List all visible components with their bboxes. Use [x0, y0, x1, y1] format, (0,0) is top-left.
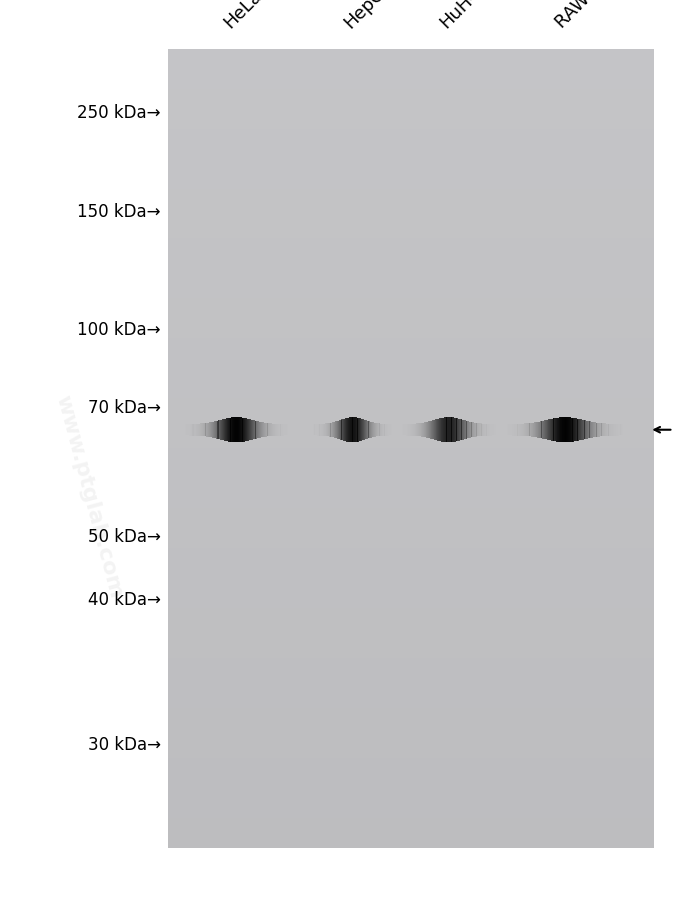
Bar — [168, 309, 654, 319]
Bar — [168, 359, 654, 369]
Bar — [168, 688, 654, 698]
Bar — [168, 289, 654, 299]
Bar — [168, 339, 654, 349]
Bar — [168, 129, 654, 140]
Bar — [168, 509, 654, 519]
Bar — [168, 459, 654, 469]
Bar — [168, 619, 654, 629]
Bar — [168, 170, 654, 179]
Bar — [168, 609, 654, 619]
Bar — [168, 219, 654, 229]
Bar — [168, 299, 654, 309]
Bar — [168, 369, 654, 379]
Text: 40 kDa→: 40 kDa→ — [88, 591, 161, 609]
Bar — [168, 319, 654, 329]
Bar — [168, 179, 654, 189]
Bar — [168, 109, 654, 119]
Bar — [168, 818, 654, 828]
Bar — [168, 718, 654, 728]
Text: 100 kDa→: 100 kDa→ — [77, 320, 161, 338]
Text: www.ptglab.com: www.ptglab.com — [52, 392, 126, 600]
Bar — [168, 798, 654, 808]
Bar — [168, 568, 654, 578]
Bar — [168, 548, 654, 558]
Bar — [168, 649, 654, 658]
Bar — [168, 469, 654, 479]
Bar — [168, 249, 654, 259]
Text: HeLa: HeLa — [220, 0, 265, 32]
Bar — [168, 209, 654, 219]
Bar — [168, 598, 654, 608]
Bar — [168, 778, 654, 788]
Text: 50 kDa→: 50 kDa→ — [88, 528, 161, 546]
Bar — [168, 808, 654, 818]
Bar — [168, 449, 654, 459]
Bar — [168, 419, 654, 428]
Bar — [168, 738, 654, 748]
Bar — [168, 678, 654, 688]
Bar — [168, 239, 654, 249]
Bar — [168, 828, 654, 838]
Bar — [168, 279, 654, 289]
Bar — [168, 379, 654, 389]
Bar — [168, 199, 654, 209]
Bar — [168, 69, 654, 79]
Text: 70 kDa→: 70 kDa→ — [88, 399, 161, 417]
Bar — [168, 150, 654, 160]
Bar — [168, 489, 654, 499]
Bar — [168, 588, 654, 598]
Bar — [168, 578, 654, 588]
Bar — [168, 89, 654, 99]
Bar — [168, 788, 654, 798]
Bar — [168, 428, 654, 438]
Bar — [168, 409, 654, 419]
Text: HuH-7: HuH-7 — [436, 0, 488, 32]
Bar — [168, 438, 654, 449]
Bar — [168, 519, 654, 529]
Bar — [168, 189, 654, 199]
Bar — [168, 629, 654, 639]
Text: HepG2: HepG2 — [340, 0, 396, 32]
Bar — [168, 269, 654, 279]
Bar — [168, 329, 654, 339]
Bar — [168, 538, 654, 548]
Bar — [168, 389, 654, 399]
Bar — [168, 499, 654, 509]
Bar — [168, 758, 654, 768]
Bar — [168, 698, 654, 708]
Bar — [168, 728, 654, 738]
Text: 150 kDa→: 150 kDa→ — [77, 203, 161, 221]
Bar — [168, 748, 654, 758]
Bar — [168, 768, 654, 778]
Bar — [168, 639, 654, 649]
Bar — [168, 50, 654, 60]
Text: 30 kDa→: 30 kDa→ — [88, 735, 161, 753]
Bar — [168, 558, 654, 568]
Bar — [168, 99, 654, 109]
Bar — [168, 160, 654, 170]
Text: 250 kDa→: 250 kDa→ — [77, 104, 161, 122]
Bar — [168, 668, 654, 678]
Bar — [168, 479, 654, 489]
Bar — [168, 708, 654, 718]
Text: RAW 264.7: RAW 264.7 — [552, 0, 634, 32]
Bar — [168, 259, 654, 269]
Bar — [168, 140, 654, 150]
Bar — [168, 838, 654, 848]
Bar — [168, 79, 654, 89]
Bar — [168, 529, 654, 538]
Bar — [168, 229, 654, 239]
Bar — [168, 658, 654, 668]
Bar — [168, 349, 654, 359]
Bar — [168, 119, 654, 129]
Bar — [168, 399, 654, 409]
Bar — [168, 60, 654, 69]
